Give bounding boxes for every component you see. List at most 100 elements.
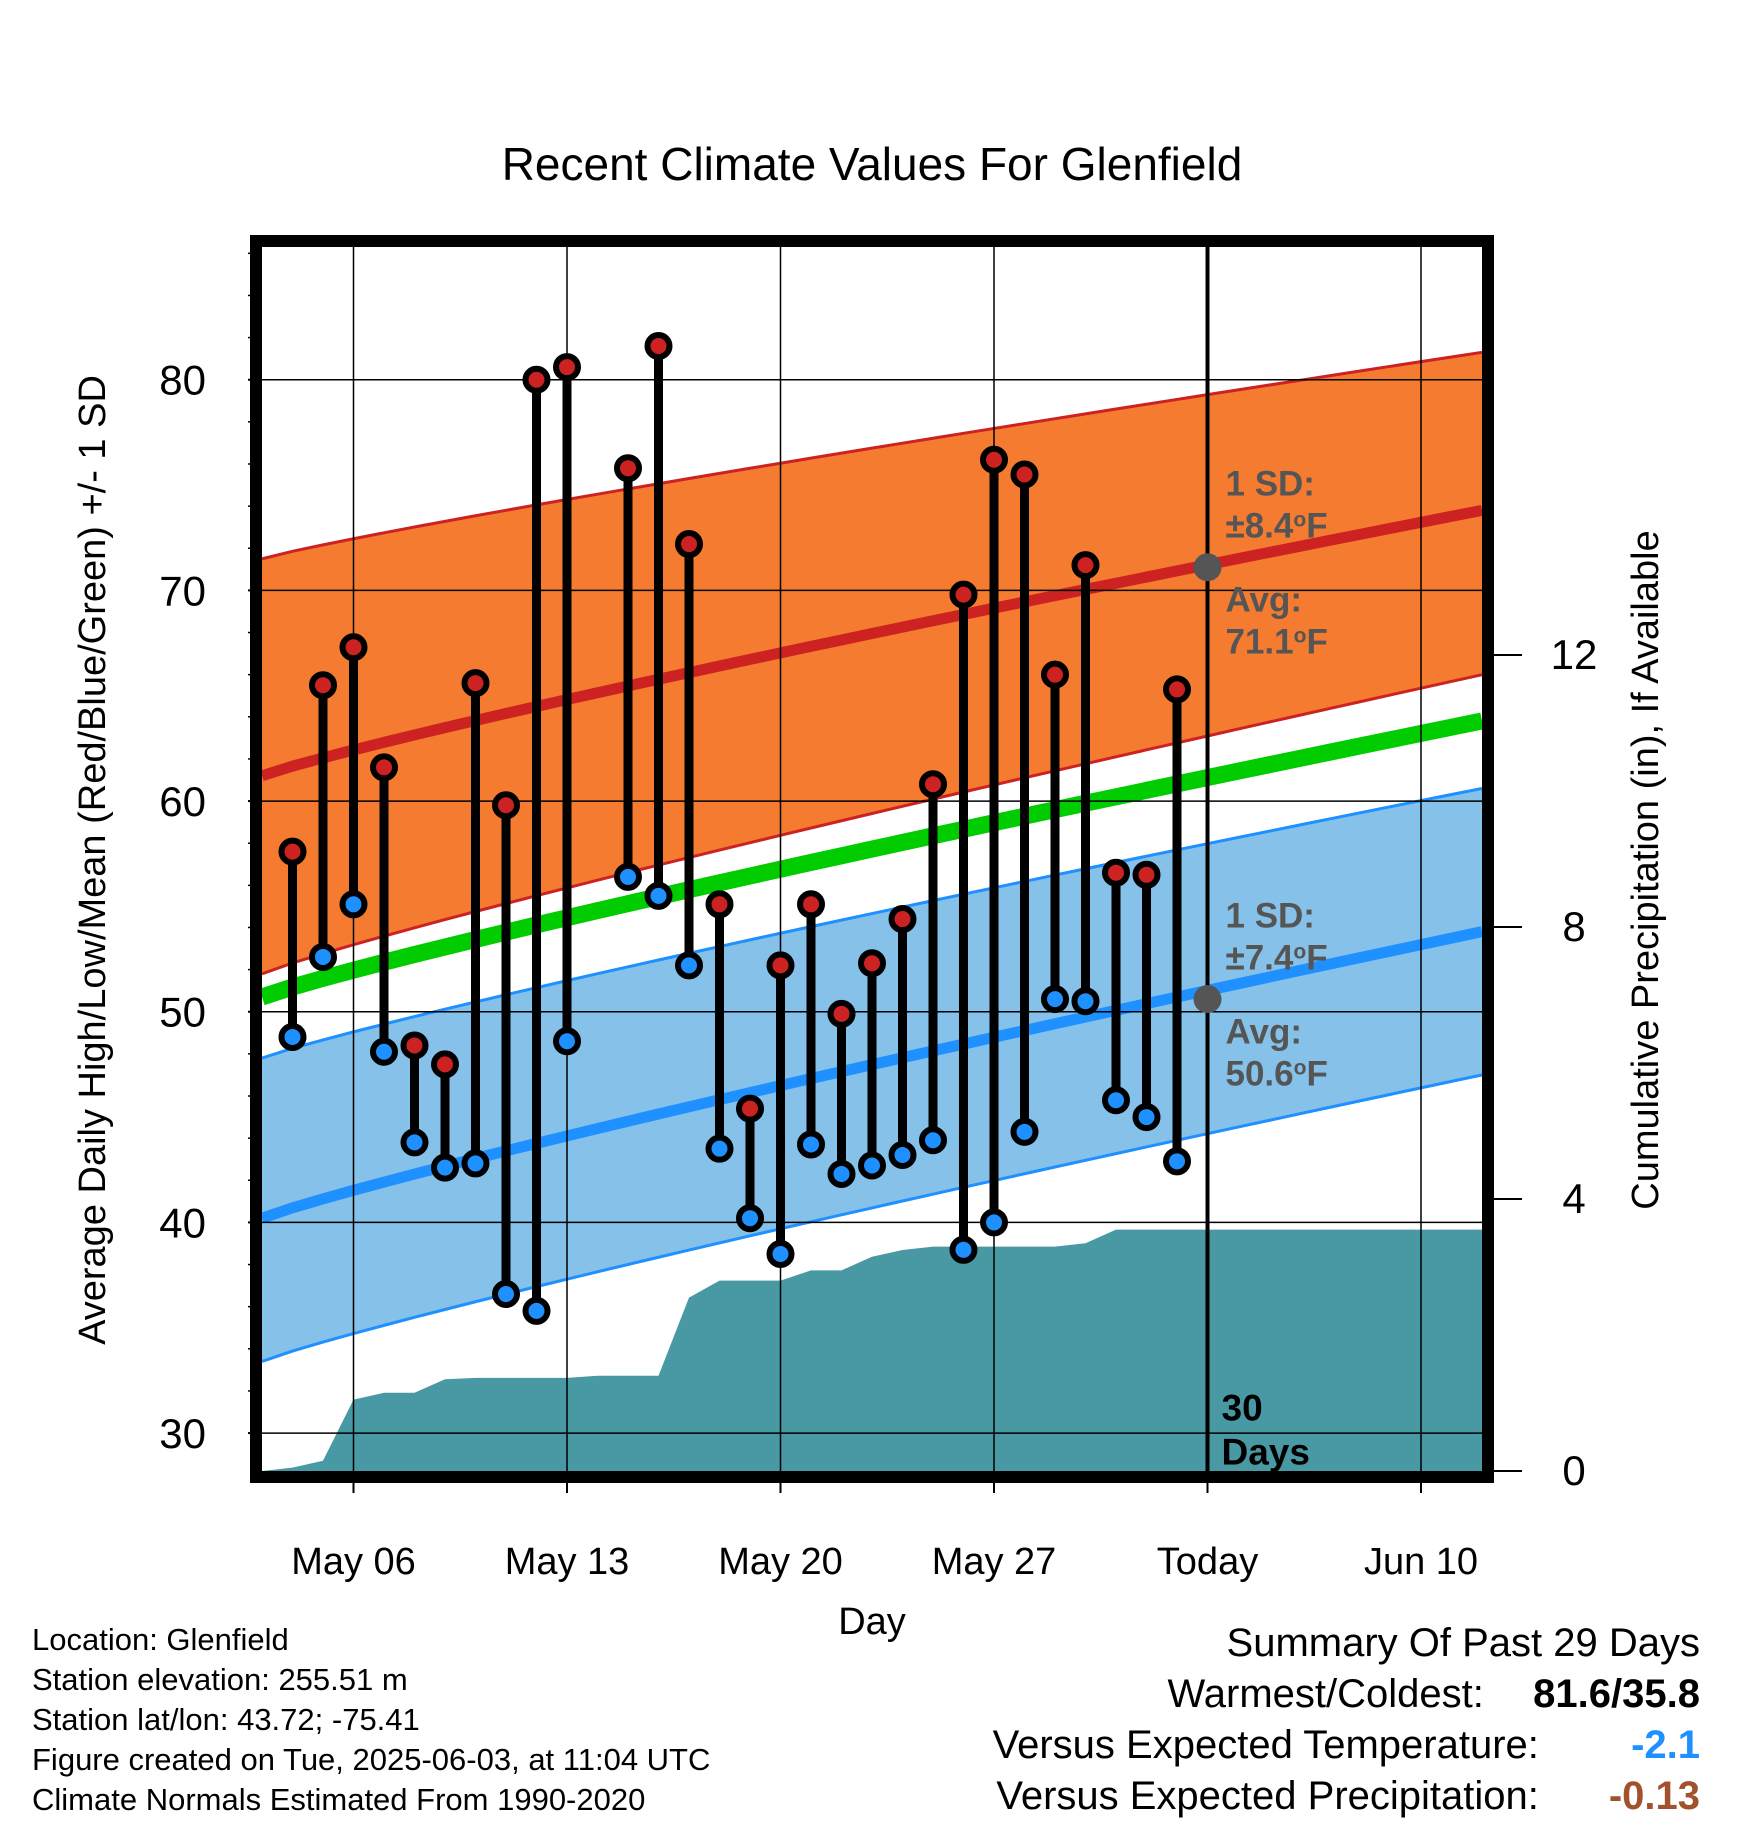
low-point [309, 942, 337, 971]
temp-delta-value: -2.1 [1631, 1723, 1700, 1767]
summary-temp: Versus Expected Temperature: -2.1 [993, 1720, 1700, 1771]
high-point [1041, 660, 1069, 689]
high-point [339, 633, 368, 662]
low-point [919, 1126, 947, 1155]
low-avg-today-marker [1193, 985, 1222, 1014]
mean-normal-line [262, 712, 1482, 1006]
y2-axis-title: Cumulative Precipitation (in), If Availa… [1625, 530, 1667, 1209]
high-point [827, 999, 856, 1028]
x-tick-label: May 06 [291, 1541, 416, 1583]
location-text: Location: Glenfield [32, 1622, 289, 1657]
high-point [980, 445, 1008, 474]
y-tick-label: 80 [159, 357, 206, 404]
low-avg-annotation: Avg: 50.6oF [1226, 1012, 1328, 1093]
x-tick-label: May 20 [718, 1541, 843, 1583]
summary-title: Summary Of Past 29 Days [1226, 1621, 1700, 1665]
summary-panel: Summary Of Past 29 Days Warmest/Coldest:… [993, 1618, 1700, 1822]
high-point [1132, 860, 1161, 889]
high-point [644, 332, 673, 361]
low-point [1102, 1086, 1130, 1115]
high-point [1163, 675, 1191, 704]
low-point [461, 1149, 490, 1178]
high-point [553, 353, 581, 382]
low-point [1071, 987, 1100, 1016]
high-point [888, 905, 917, 934]
low-point [1010, 1117, 1039, 1146]
low-point [522, 1296, 551, 1325]
high-normal-line [262, 504, 1482, 782]
low-point [705, 1134, 734, 1163]
high-point [675, 530, 703, 559]
y2-tick-label: 0 [1562, 1447, 1585, 1494]
chart-title: Recent Climate Values For Glenfield [502, 138, 1243, 190]
low-point [980, 1208, 1008, 1237]
high-point [400, 1031, 429, 1060]
low-point [278, 1023, 307, 1052]
low-point [797, 1130, 825, 1159]
summary-warm-cold: Warmest/Coldest: 81.6/35.8 [993, 1669, 1701, 1720]
y2-tick-label: 8 [1562, 903, 1585, 950]
high-point [309, 671, 337, 700]
x-tick-label: Today [1157, 1541, 1258, 1583]
high-point [614, 454, 642, 483]
low-point [827, 1159, 856, 1188]
low-point [644, 881, 673, 910]
x-tick-label: May 27 [932, 1541, 1057, 1583]
low-point [888, 1140, 917, 1169]
high-point [949, 580, 978, 609]
x-tick-label: Jun 10 [1364, 1541, 1478, 1583]
low-point [736, 1204, 764, 1233]
low-sd-lower-line [262, 1073, 1482, 1363]
high-point [797, 890, 825, 919]
today-days-label: 30 Days [1222, 1387, 1310, 1472]
low-point [339, 890, 368, 919]
high-point [919, 770, 947, 799]
low-point [431, 1153, 459, 1182]
low-point [675, 951, 703, 980]
low-point [492, 1280, 520, 1309]
low-sd-annotation: 1 SD: ±7.4oF [1226, 896, 1328, 977]
high-point [1010, 460, 1039, 489]
summary-precip: Versus Expected Precipitation: -0.13 [993, 1771, 1700, 1822]
low-point [858, 1151, 886, 1180]
high-point [736, 1094, 764, 1123]
low-point [553, 1027, 581, 1056]
plot-area [262, 247, 1482, 1471]
y-tick-label: 60 [159, 778, 206, 825]
low-sd-upper-line [262, 786, 1482, 1060]
high-point [370, 753, 398, 782]
low-point [614, 862, 642, 891]
created-text: Figure created on Tue, 2025-06-03, at 11… [32, 1742, 711, 1777]
high-point [278, 837, 307, 866]
high-point [705, 890, 734, 919]
warm-cold-label: Warmest/Coldest: [1167, 1672, 1484, 1716]
high-sd-lower-line [262, 673, 1482, 976]
precip-delta-value: -0.13 [1608, 1774, 1700, 1818]
high-point [1071, 551, 1100, 580]
high-point [522, 365, 551, 394]
high-avg-today-marker [1193, 553, 1222, 582]
plot-border [250, 235, 1494, 1483]
y-tick-label: 50 [159, 989, 206, 1036]
warm-cold-value: 81.6/35.8 [1533, 1672, 1700, 1716]
normals-text: Climate Normals Estimated From 1990-2020 [32, 1782, 646, 1817]
high-point [1102, 858, 1130, 887]
y-axis-title: Average Daily High/Low/Mean (Red/Blue/Gr… [72, 375, 114, 1345]
high-point [492, 791, 520, 820]
elevation-text: Station elevation: 255.51 m [32, 1662, 408, 1697]
y2-tick-label: 12 [1551, 631, 1598, 678]
low-point [370, 1037, 398, 1066]
low-point [400, 1128, 429, 1157]
temp-delta-label: Versus Expected Temperature: [992, 1723, 1539, 1767]
x-tick-label: May 13 [505, 1541, 630, 1583]
low-point [766, 1240, 795, 1269]
high-point [461, 669, 490, 698]
y-tick-label: 30 [159, 1410, 206, 1457]
precip-delta-label: Versus Expected Precipitation: [996, 1774, 1539, 1818]
high-sd-annotation: 1 SD: ±8.4oF [1226, 465, 1328, 546]
low-point [1041, 985, 1069, 1014]
latlon-text: Station lat/lon: 43.72; -75.41 [32, 1702, 420, 1737]
high-point [858, 949, 886, 978]
high-point [766, 951, 795, 980]
